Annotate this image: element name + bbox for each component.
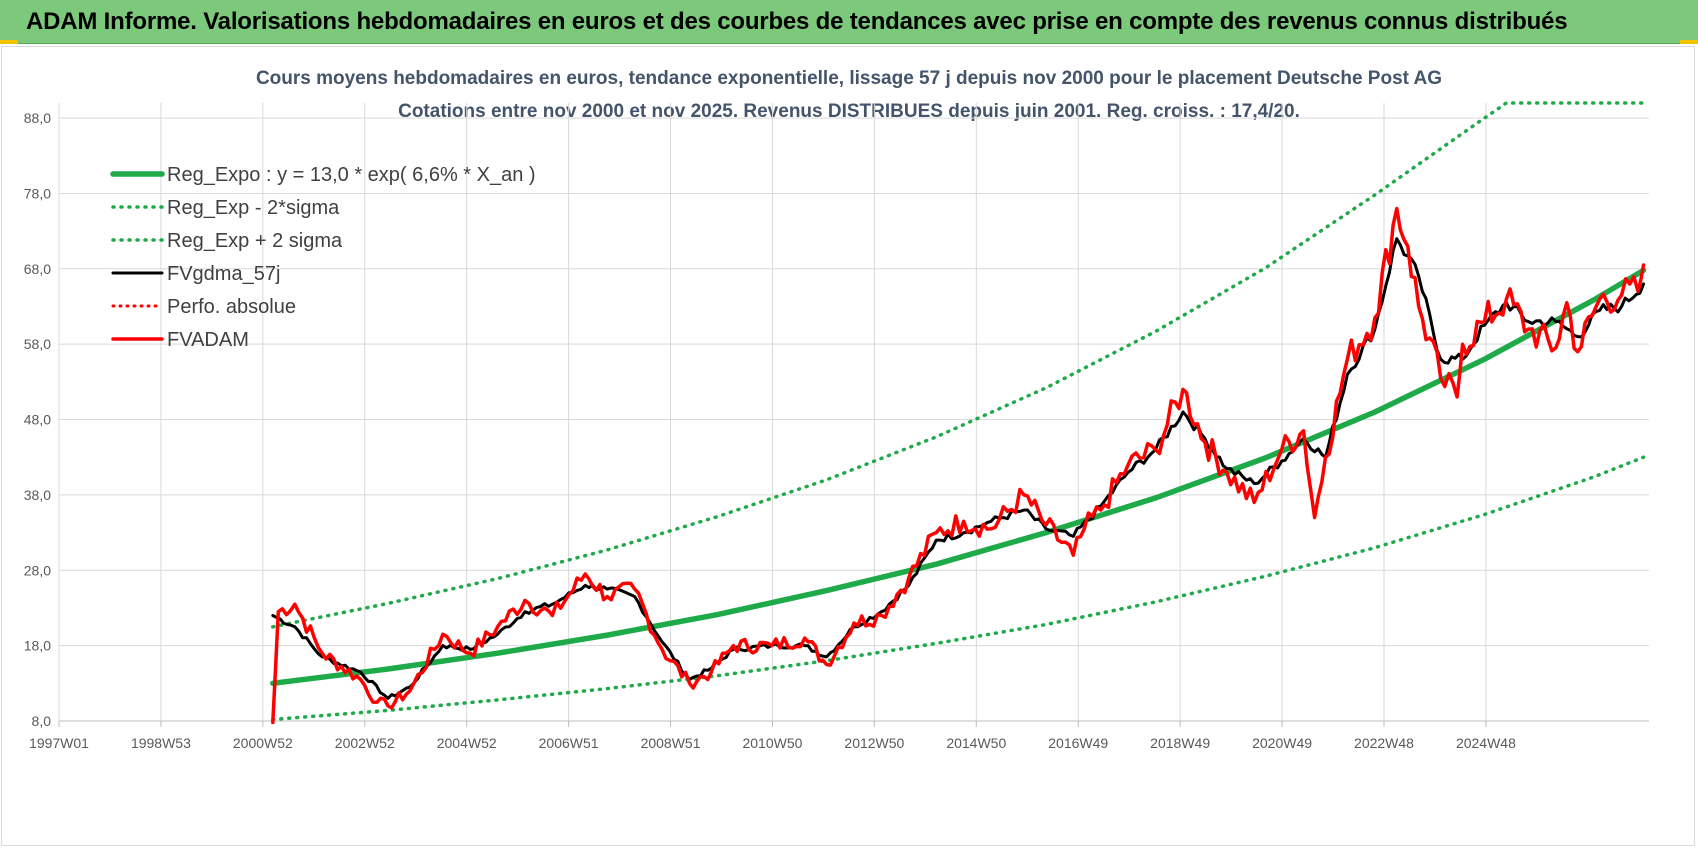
legend-label: Reg_Exp + 2 sigma (167, 230, 343, 252)
x-axis-ticks: 1997W01 1998W53 2000W52 2002W52 2004W52 2006W… (29, 735, 1516, 751)
series-line-5 (271, 206, 1646, 725)
x-tick-label: 2020W49 (1252, 735, 1312, 751)
series-layer (270, 101, 1647, 725)
chart-title: Cours moyens hebdomadaires en euros, ten… (256, 68, 1442, 89)
y-tick-label: 8,0 (32, 713, 52, 729)
corner-mark-right (1680, 40, 1698, 44)
y-tick-label: 18,0 (24, 638, 51, 654)
x-tick-label: 2012W50 (844, 735, 904, 751)
legend-label: FVgdma_57j (167, 263, 280, 285)
x-tick-label: 1997W01 (29, 735, 89, 751)
chart-frame: Cours moyens hebdomadaires en euros, ten… (1, 46, 1695, 846)
x-tick-label: 2014W50 (946, 735, 1006, 751)
series-line-3 (271, 237, 1645, 700)
x-tick-label: 2010W50 (742, 735, 802, 751)
series-line-1 (271, 455, 1646, 722)
y-tick-label: 88,0 (24, 110, 51, 126)
chart-svg: Cours moyens hebdomadaires en euros, ten… (24, 68, 1649, 751)
x-tick-label: 2008W51 (641, 735, 701, 751)
x-tick-label: 2000W52 (233, 735, 293, 751)
legend-label: Reg_Expo : y = 13,0 * exp( 6,6% * X_an ) (167, 164, 536, 186)
y-axis-ticks: 8,0 18,0 28,0 38,0 48,0 58,0 68,0 78,0 88,0 (24, 110, 51, 729)
y-tick-label: 48,0 (24, 412, 51, 428)
y-tick-label: 68,0 (24, 261, 51, 277)
x-tick-label: 2016W49 (1048, 735, 1108, 751)
report-title-banner: ADAM Informe. Valorisations hebdomadaire… (0, 0, 1698, 44)
y-tick-label: 78,0 (24, 185, 51, 201)
chart-subtitle: Cotations entre nov 2000 et nov 2025. Re… (398, 101, 1300, 122)
series-line-0 (270, 267, 1647, 687)
x-tick-label: 2018W49 (1150, 735, 1210, 751)
x-tick-label: 1998W53 (131, 735, 191, 751)
legend: Reg_Expo : y = 13,0 * exp( 6,6% * X_an )… (110, 164, 536, 351)
y-tick-label: 38,0 (24, 487, 51, 503)
x-tick-label: 2024W48 (1456, 735, 1516, 751)
x-tick-label: 2004W52 (437, 735, 497, 751)
legend-label: Perfo. absolue (167, 296, 296, 318)
y-tick-label: 28,0 (24, 562, 51, 578)
legend-label: Reg_Exp - 2*sigma (167, 197, 340, 219)
series-line-2 (271, 101, 1646, 629)
y-tick-label: 58,0 (24, 336, 51, 352)
x-tick-label: 2002W52 (335, 735, 395, 751)
legend-label: FVADAM (167, 329, 249, 351)
x-tick-label: 2022W48 (1354, 735, 1414, 751)
corner-mark-left (0, 40, 18, 44)
x-tick-label: 2006W51 (539, 735, 599, 751)
